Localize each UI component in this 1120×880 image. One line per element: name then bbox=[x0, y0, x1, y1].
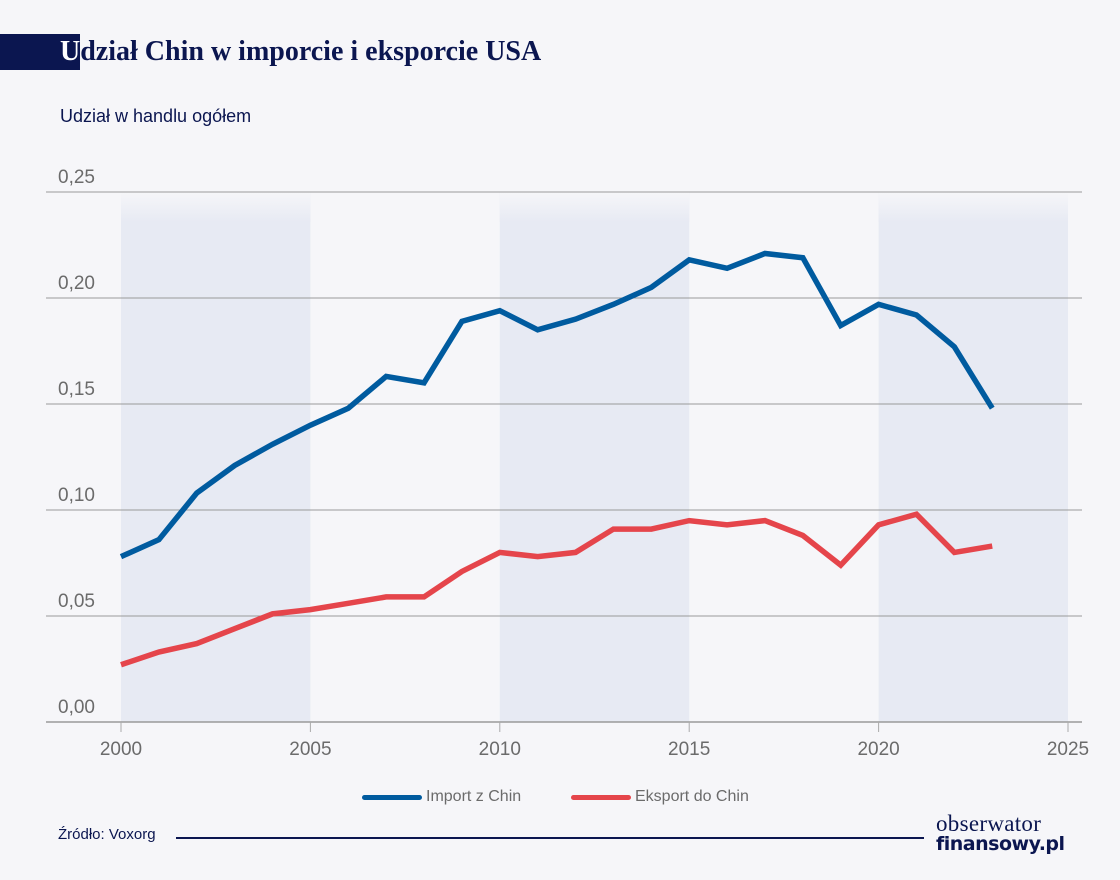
x-tick-label: 2005 bbox=[289, 739, 331, 760]
shaded-bands bbox=[121, 192, 1068, 722]
y-tick-label: 0,05 bbox=[58, 591, 95, 612]
shaded-band-fade bbox=[121, 192, 311, 222]
title-first-letter: U bbox=[60, 36, 81, 67]
legend-item-import: Import z Chin bbox=[362, 786, 521, 808]
x-tick-label: 2025 bbox=[1047, 739, 1089, 760]
logo-top-text: obserwator bbox=[936, 811, 1042, 836]
shaded-band-fade bbox=[499, 192, 690, 222]
y-tick-label: 0,20 bbox=[58, 273, 95, 294]
x-tick-label: 2010 bbox=[479, 739, 521, 760]
y-tick-label: 0,15 bbox=[58, 379, 95, 400]
shaded-band-fade bbox=[878, 192, 1068, 222]
shaded-band bbox=[499, 192, 690, 722]
gridlines bbox=[46, 191, 1082, 723]
legend-label-export: Eksport do Chin bbox=[635, 788, 749, 805]
legend-item-export: Eksport do Chin bbox=[571, 786, 749, 808]
y-tick-label: 0,10 bbox=[58, 485, 95, 506]
legend: Import z Chin Eksport do Chin bbox=[0, 786, 1120, 808]
title-accent-bar bbox=[0, 34, 80, 70]
publisher-logo: obserwator finansowy.pl bbox=[936, 811, 1086, 855]
y-tick-label: 0,25 bbox=[58, 167, 95, 188]
legend-swatch-import bbox=[362, 794, 422, 800]
legend-label-import: Import z Chin bbox=[426, 788, 522, 805]
source-note: Źródło: Voxorg bbox=[58, 826, 156, 843]
x-axis-ticks: 2000 2005 2010 2015 2020 2025 bbox=[100, 722, 1089, 760]
y-axis-title: Udział w handlu ogółem bbox=[60, 106, 252, 126]
x-tick-label: 2020 bbox=[857, 739, 899, 760]
legend-swatch-export bbox=[571, 794, 631, 800]
shaded-band bbox=[121, 192, 311, 722]
shaded-band bbox=[878, 192, 1068, 722]
x-tick-label: 2000 bbox=[100, 739, 142, 760]
series-line-export bbox=[120, 511, 993, 668]
footer-divider bbox=[176, 837, 924, 839]
logo-bottom-text: finansowy.pl bbox=[936, 833, 1065, 855]
x-tick-label: 2015 bbox=[668, 739, 710, 760]
chart-title: Udział Chin w imporcie i eksporcie USA bbox=[60, 34, 541, 70]
series-lines bbox=[119, 250, 995, 668]
title-rest: dział Chin w imporcie i eksporcie USA bbox=[80, 36, 542, 67]
series-line-import bbox=[119, 250, 995, 560]
y-axis-ticks: 0,00 0,05 0,10 0,15 0,20 0,25 bbox=[58, 167, 95, 718]
y-tick-label: 0,00 bbox=[58, 697, 95, 718]
